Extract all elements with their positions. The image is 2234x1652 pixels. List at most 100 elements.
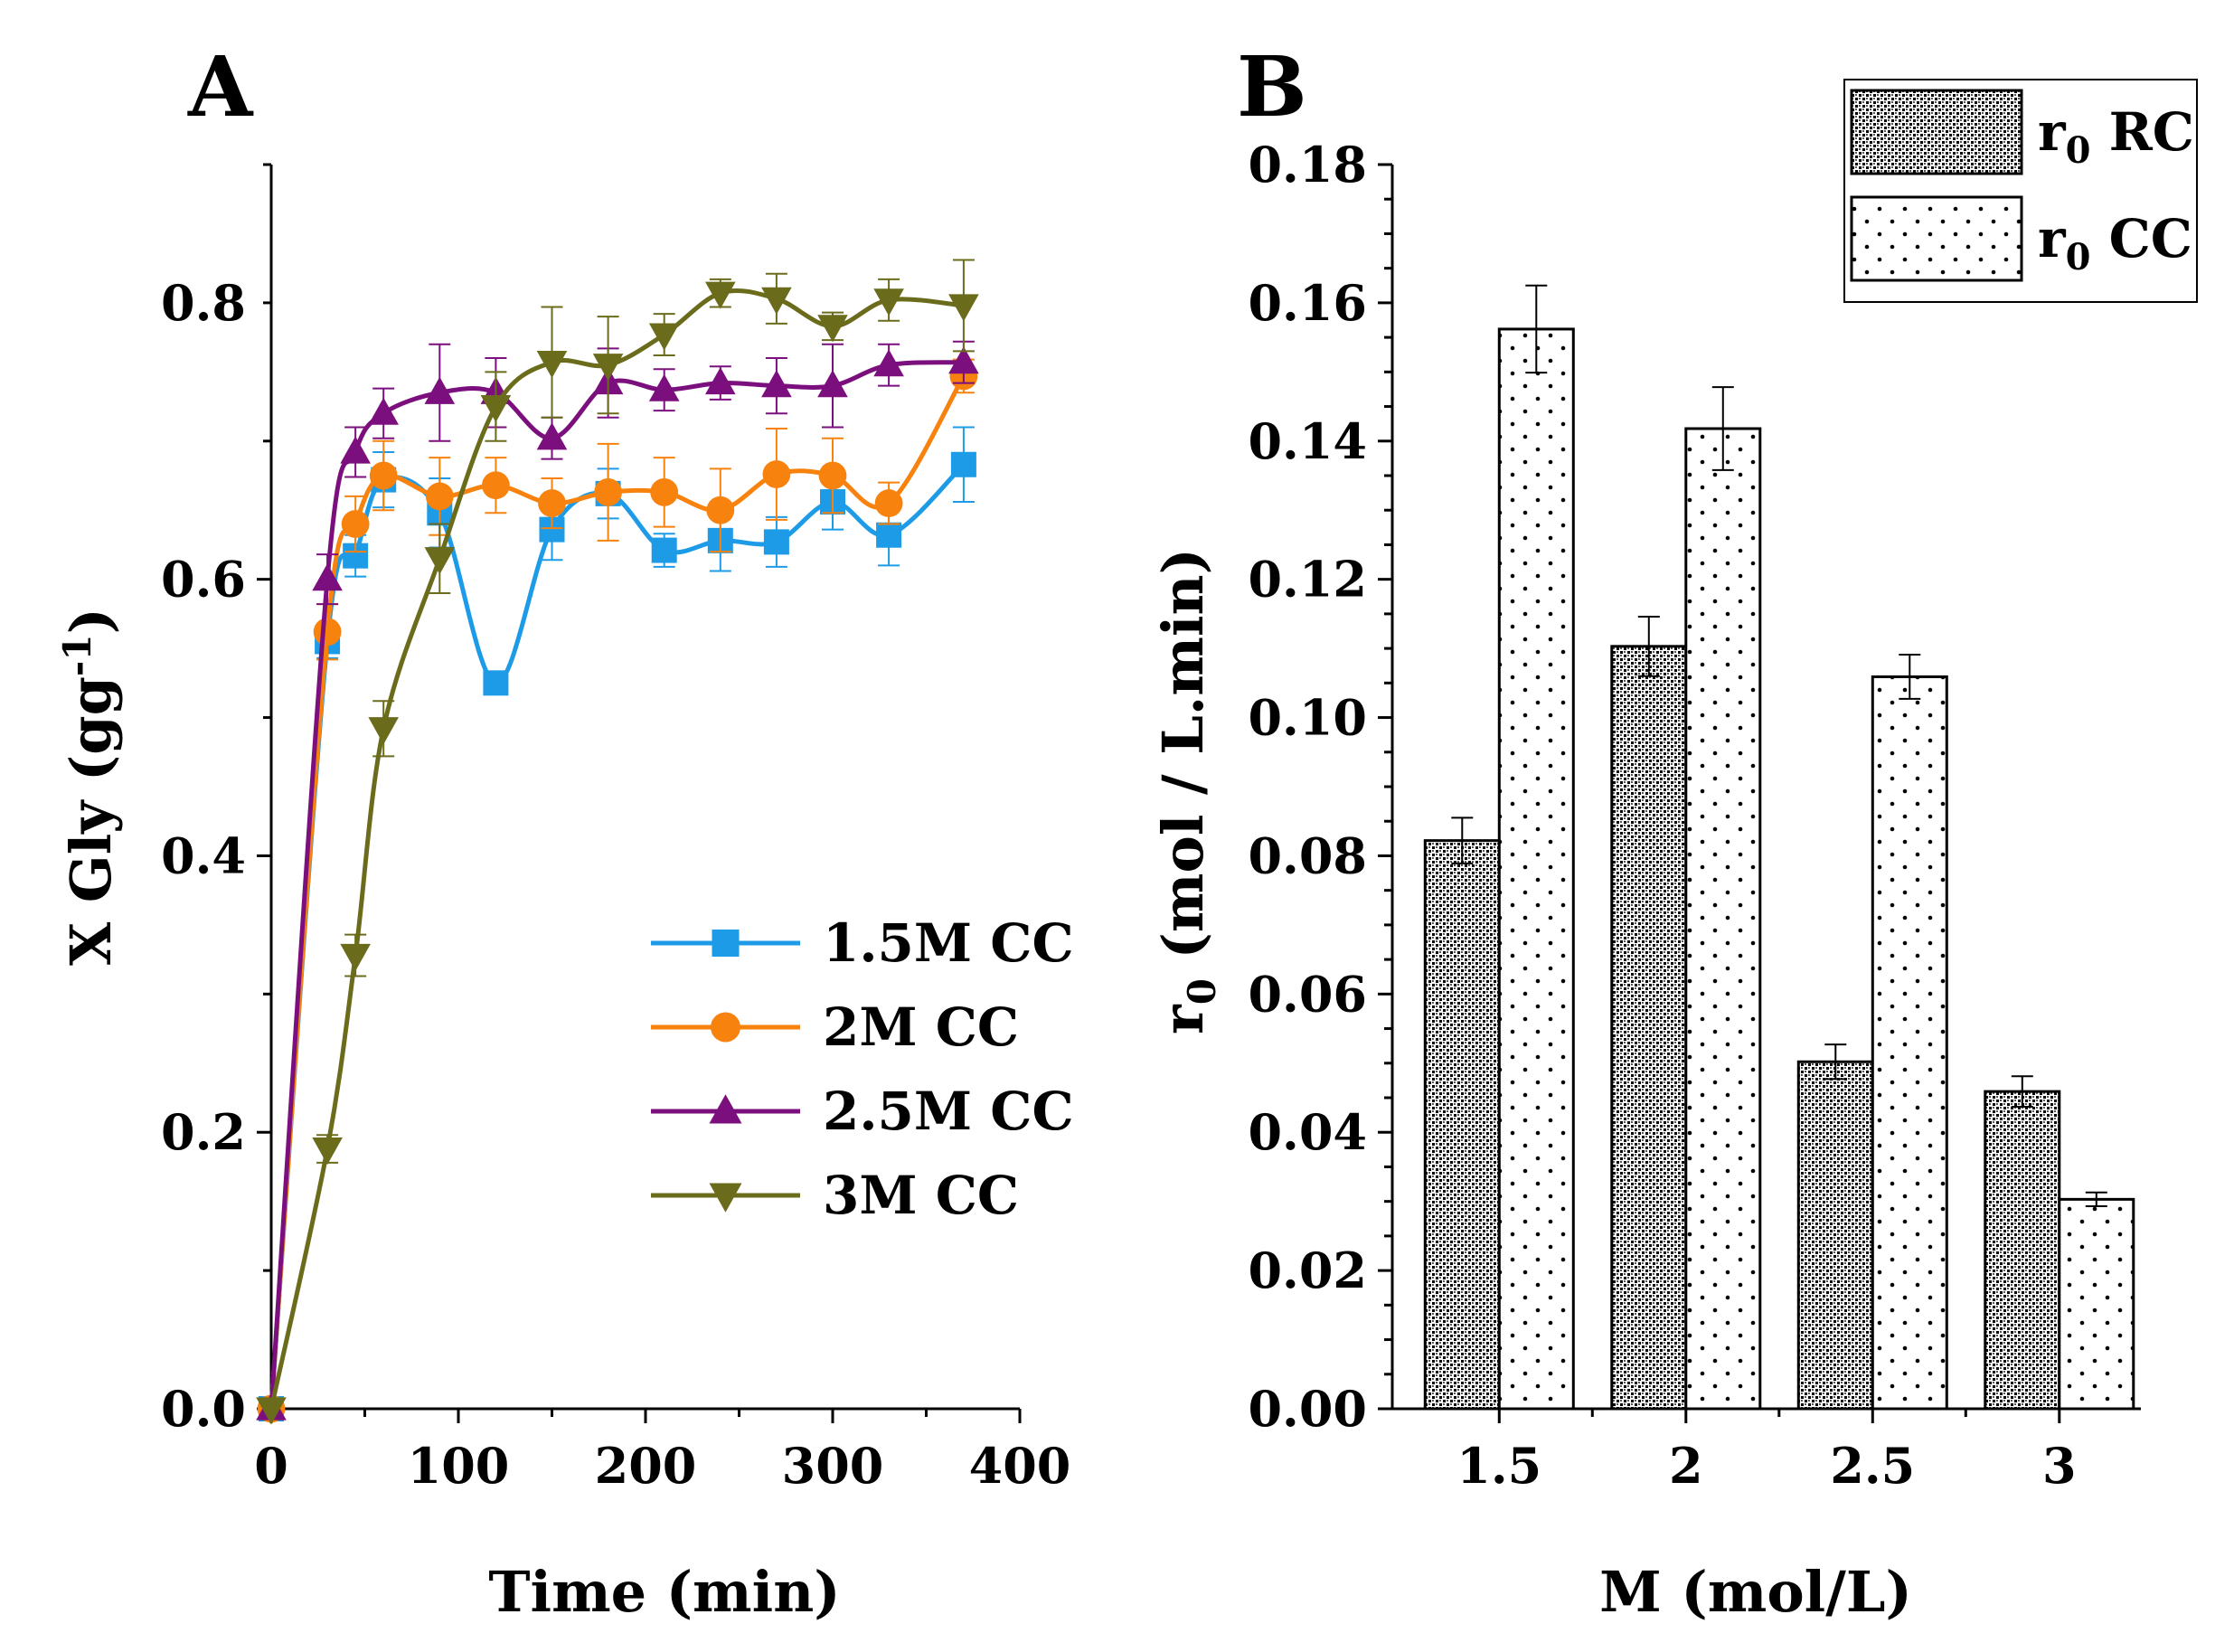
panel-b-y-axis-label-rest: (mol / L.min): [1150, 548, 1216, 978]
panel-a-label: A: [187, 38, 254, 136]
legend-label-rest: CC: [2090, 208, 2192, 269]
panel-a-x-tick-label: 400: [969, 1437, 1071, 1495]
panel-b-y-tick-label: 0.02: [1248, 1241, 1367, 1299]
data-point: [873, 349, 904, 377]
data-point: [763, 529, 789, 555]
legend-entry-3m-cc: 3M CC: [651, 1165, 1019, 1226]
panel-a-x-tick-label: 300: [782, 1437, 884, 1495]
legend-label: 1.5M CC: [823, 912, 1074, 974]
legend-label-rest: RC: [2090, 101, 2194, 163]
panel-a-legend: 1.5M CC 2M CC 2.5M CC 3M CC: [651, 912, 1074, 1226]
panel-a-y-tick-label: 0.6: [161, 551, 246, 609]
data-point: [762, 460, 791, 488]
data-point: [480, 394, 512, 423]
data-point: [256, 1397, 287, 1425]
panel-a-series: [256, 259, 979, 1425]
data-point: [592, 354, 624, 382]
series-line: [269, 288, 965, 1410]
panel-a-y-axis-label-sup: -1: [55, 634, 99, 676]
data-point: [312, 563, 343, 591]
panel-a-axes: 0.0 0.2 0.4 0.6 0.8 0 100 200 300 400: [161, 163, 1071, 1495]
data-point: [873, 288, 904, 316]
bar-group-3: [1984, 1075, 2135, 1411]
panel-b-axes: 0.00 0.02 0.04 0.06 0.08 0.10 0.12 0.14 0.16 0.18…: [1248, 136, 2141, 1495]
series-3m-cc: [256, 259, 979, 1425]
data-point: [536, 351, 568, 379]
panel-b-label: B: [1237, 38, 1307, 136]
series-2m-cc: [257, 358, 978, 1423]
legend-entry-1-5m-cc: 1.5M CC: [651, 912, 1074, 974]
data-point: [425, 482, 454, 511]
bar-rc: [1610, 645, 1688, 1411]
data-point: [313, 618, 342, 647]
legend-label-sub: 0: [2066, 129, 2091, 172]
legend-marker: [709, 1094, 742, 1124]
panel-b-bars: [1423, 284, 2135, 1411]
bar-rc: [1984, 1090, 2061, 1411]
data-point: [876, 522, 902, 548]
legend-label: r0 RC: [2038, 101, 2194, 172]
data-point: [483, 670, 509, 696]
panel-b-y-tick-label: 0.04: [1248, 1103, 1367, 1161]
data-point: [948, 346, 979, 374]
panel-b-y-tick-label: 0.00: [1248, 1380, 1367, 1438]
legend-entry-2-5m-cc: 2.5M CC: [651, 1081, 1074, 1142]
data-point: [594, 477, 622, 506]
panel-b-x-axis-label: M (mol/L): [1599, 1559, 1912, 1625]
legend-label-prefix: r: [2038, 101, 2067, 163]
bar-rc: [1423, 839, 1501, 1411]
legend-entry-rc: r0 RC: [1850, 89, 2194, 175]
panel-b-x-tick-label: 3: [2042, 1437, 2077, 1495]
data-point: [648, 323, 680, 351]
panel-a-y-axis-label: X Gly (gg-1): [55, 608, 124, 966]
legend-entry-cc: r0 CC: [1850, 195, 2192, 282]
data-point: [536, 422, 568, 450]
data-point: [761, 287, 792, 315]
bar-group-1-5: [1423, 284, 1575, 1411]
panel-a-x-tick-label: 0: [254, 1437, 288, 1495]
data-point: [818, 461, 847, 490]
panel-a-x-tick-label: 200: [595, 1437, 697, 1495]
data-point: [874, 489, 903, 517]
panel-a-y-tick-label: 0.4: [161, 826, 246, 884]
data-point: [538, 489, 566, 517]
data-point: [369, 461, 398, 490]
panel-b-y-tick-label: 0.18: [1248, 136, 1367, 194]
legend-label: r0 CC: [2038, 208, 2192, 278]
panel-b-y-tick-label: 0.14: [1248, 412, 1367, 470]
data-point: [948, 294, 979, 322]
bar-cc: [1497, 327, 1575, 1411]
data-point: [817, 315, 848, 343]
data-point: [368, 397, 399, 425]
panel-b-y-tick-label: 0.10: [1248, 689, 1367, 747]
data-point: [482, 471, 510, 500]
data-point: [341, 510, 370, 538]
legend-label: 2M CC: [823, 996, 1019, 1058]
legend-swatch: [1850, 89, 2023, 175]
bar-cc: [2058, 1197, 2135, 1411]
legend-marker: [711, 1012, 740, 1043]
panel-b-y-axis-label-prefix: r: [1150, 1004, 1216, 1034]
panel-a-y-tick-label: 0.0: [161, 1380, 246, 1438]
data-point: [648, 373, 680, 401]
data-point: [651, 537, 677, 563]
panel-b-bar-chart: B 0.000.020.040.060.080.100.120.140.160.…: [1150, 38, 2198, 1625]
bar-cc: [1871, 675, 1948, 1411]
bar-cc: [1684, 427, 1762, 1411]
data-point: [424, 376, 456, 404]
legend-label: 3M CC: [823, 1165, 1019, 1226]
data-point: [312, 1137, 343, 1166]
data-point: [340, 436, 371, 464]
panel-b-x-tick-label: 1.5: [1456, 1437, 1541, 1495]
data-point: [705, 281, 736, 309]
data-point: [650, 477, 679, 506]
panel-a-line-chart: A 0.0 0.2 0.4 0.6 0.8 0 100 200 300 400 1.5M CC 2M…: [55, 38, 1074, 1625]
panel-b-y-tick-label: 0.12: [1248, 551, 1367, 609]
data-point: [424, 547, 456, 575]
data-point: [706, 496, 735, 524]
panel-b-y-tick-label: 0.08: [1248, 826, 1367, 884]
bar-group-2-5: [1796, 653, 1948, 1411]
panel-a-y-axis-label-main: X Gly (gg: [58, 676, 124, 966]
